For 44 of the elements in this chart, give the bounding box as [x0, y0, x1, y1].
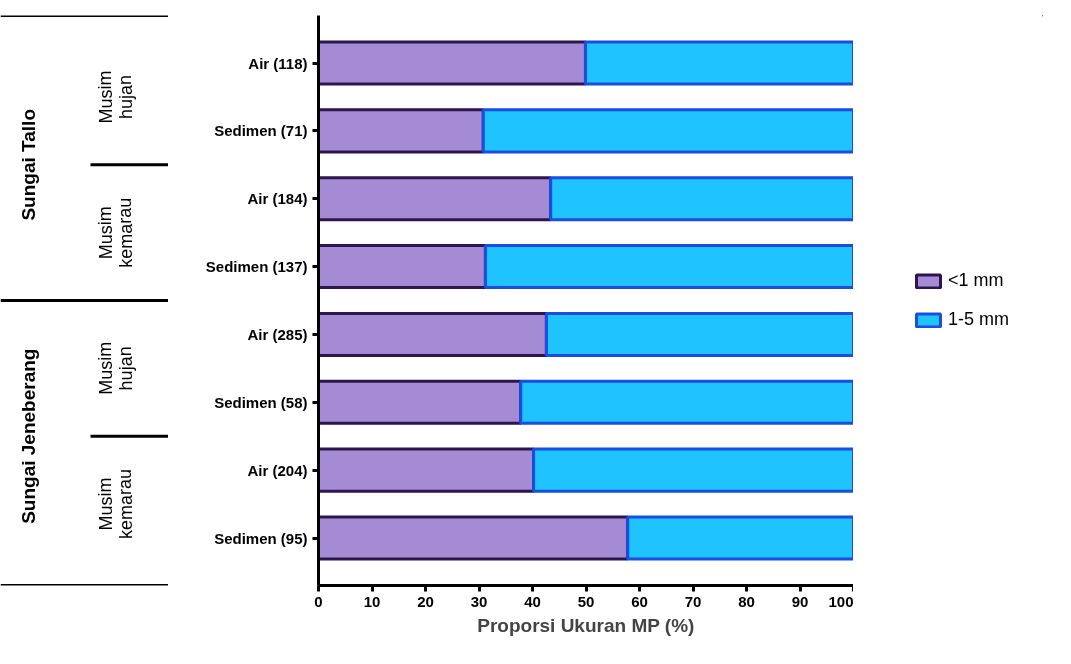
x-tick-label: 10	[363, 592, 381, 610]
text: Musim hujan	[95, 341, 136, 395]
bar	[483, 244, 853, 290]
bar	[532, 447, 853, 493]
bar	[318, 108, 485, 154]
legend-label: <1 mm	[948, 270, 1004, 291]
y-tick-label: Sedimen (71)	[214, 122, 308, 140]
x-axis-title: Proporsi Ukuran MP (%)	[477, 614, 695, 636]
x-tick-label: 30	[470, 592, 488, 610]
bar	[318, 379, 523, 425]
text: Musim kemarau	[95, 469, 136, 540]
x-tick-label: 70	[684, 592, 702, 610]
x-tick-label: 80	[738, 592, 755, 610]
x-tick-label: 60	[631, 592, 648, 610]
text: Sungai Jeneberang	[18, 348, 39, 524]
x-tick-label: 90	[791, 592, 809, 610]
x-tick-label: 100	[828, 592, 854, 610]
bar	[318, 515, 630, 561]
bar	[583, 40, 853, 86]
x-tick-label: 20	[417, 592, 434, 610]
bar	[318, 40, 587, 86]
text: Musim kemarau	[95, 197, 136, 268]
bar	[318, 311, 548, 357]
x-tick-label: 50	[577, 592, 595, 610]
text: Sungai Tallo	[18, 109, 39, 221]
x-tick-label: 0	[314, 592, 323, 610]
y-tick-label: Air (204)	[247, 461, 308, 479]
bar	[318, 447, 536, 493]
bar	[519, 379, 853, 425]
legend-label: 1-5 mm	[948, 309, 1010, 330]
bar	[318, 176, 553, 222]
bar	[544, 311, 853, 357]
bar	[626, 515, 853, 561]
y-tick-label: Sedimen (137)	[205, 258, 308, 276]
bar	[549, 176, 853, 222]
bar	[481, 108, 853, 154]
bar	[318, 244, 487, 290]
text: Musim hujan	[95, 70, 136, 124]
y-tick-label: Sedimen (95)	[214, 529, 308, 547]
y-tick-label: Sedimen (58)	[214, 393, 308, 411]
y-tick-label: Air (184)	[247, 190, 308, 208]
y-tick-label: Air (118)	[248, 54, 308, 72]
y-tick-label: Air (285)	[247, 325, 308, 343]
x-tick-label: 40	[524, 592, 541, 610]
